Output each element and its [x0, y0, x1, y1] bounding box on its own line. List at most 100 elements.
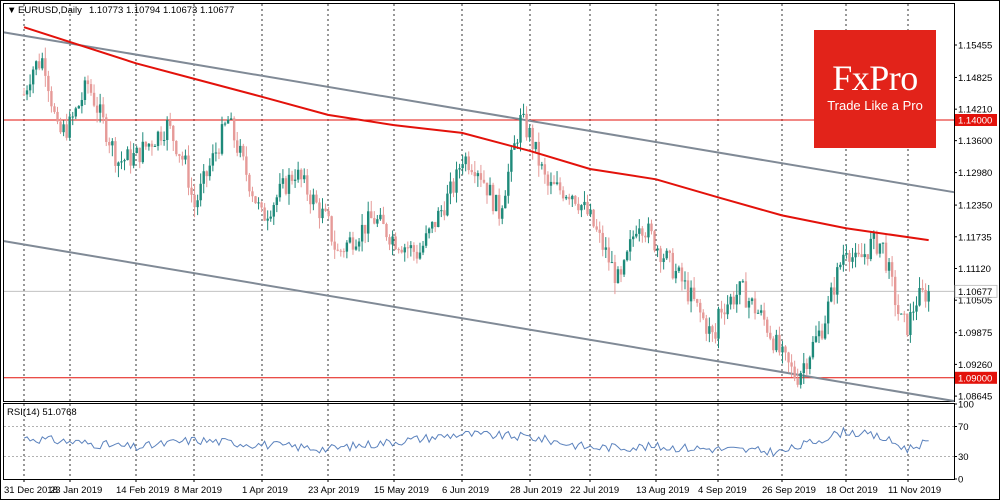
candle-bear — [205, 171, 208, 177]
candle-bull — [208, 165, 212, 177]
candle-bear — [766, 319, 769, 333]
candle-bear — [699, 302, 702, 313]
candle-bull — [735, 294, 738, 305]
candle-bull — [628, 239, 632, 252]
candle-bull — [915, 305, 918, 312]
candle-bull — [257, 202, 260, 204]
candle-bull — [28, 84, 32, 91]
date-tick-label: 1 Apr 2019 — [242, 485, 288, 496]
price-tick-label: 1.14825 — [958, 73, 992, 84]
candle-bull — [293, 179, 297, 181]
candle-bull — [878, 243, 882, 254]
candle-bear — [884, 242, 888, 271]
candle-bull — [202, 171, 205, 184]
candle-bear — [254, 196, 257, 204]
candle-bull — [625, 251, 629, 261]
fxpro-logo: FxPro Trade Like a Pro — [814, 30, 936, 148]
candle-bull — [34, 61, 38, 70]
candle-bear — [592, 209, 595, 227]
candle-bear — [333, 241, 336, 250]
date-tick-label: 31 Dec 2018 — [4, 485, 58, 496]
candle-bull — [555, 182, 559, 185]
candle-bull — [726, 304, 729, 315]
candle-bear — [473, 172, 477, 177]
candle-bear — [351, 237, 355, 250]
candle-bull — [540, 164, 544, 166]
candle-bear — [434, 221, 437, 227]
date-tick-label: 28 Jun 2019 — [510, 485, 562, 496]
candle-bull — [446, 193, 449, 216]
candle-bear — [105, 117, 108, 142]
candle-bear — [190, 187, 193, 195]
candle-bull — [354, 246, 358, 250]
candle-bear — [172, 125, 175, 141]
candle-bear — [695, 299, 699, 303]
trend-channel — [3, 31, 955, 402]
moving-average — [23, 26, 929, 242]
candle-bull — [135, 147, 138, 154]
price-tick-label: 1.12350 — [958, 201, 992, 212]
candle-bear — [415, 251, 419, 259]
candle-bear — [875, 232, 879, 254]
candle-bear — [187, 155, 190, 188]
candle-bull — [510, 149, 513, 172]
candle-bull — [912, 311, 915, 313]
candle-bull — [275, 197, 279, 206]
candle-bear — [778, 334, 781, 353]
candle-bull — [522, 113, 525, 115]
candle-bear — [595, 226, 598, 230]
candle-bear — [784, 346, 787, 353]
horizontal-levels: 1.14000 1.09000 — [4, 114, 997, 384]
candle-bull — [220, 124, 224, 154]
candle-bull — [622, 260, 626, 275]
candle-bear — [260, 202, 263, 208]
date-tick-label: 23 Jan 2019 — [50, 485, 102, 496]
current-price-tag-label: 1.10677 — [958, 287, 992, 298]
candle-bear — [668, 250, 671, 253]
candle-bear — [284, 178, 288, 194]
candle-bear — [193, 194, 196, 208]
candle-bear — [467, 156, 470, 171]
candle-bull — [211, 153, 215, 166]
candle-bull — [403, 247, 406, 253]
candle-bear — [531, 127, 534, 150]
candle-bull — [708, 326, 711, 334]
candle-bear — [138, 147, 141, 163]
candle-bull — [199, 183, 202, 201]
candle-bull — [689, 287, 693, 302]
grid — [4, 4, 954, 479]
candle-bull — [455, 169, 458, 193]
price-tick-label: 1.08645 — [958, 392, 992, 403]
candle-bull — [391, 236, 394, 245]
candle-bear — [714, 332, 717, 339]
candle-bull — [662, 258, 665, 263]
candle-bear — [385, 223, 388, 238]
rsi-tick-label: 30 — [958, 452, 969, 463]
candle-bull — [71, 116, 74, 118]
candle-bull — [677, 267, 681, 271]
candle-bull — [808, 357, 812, 369]
header-menu-arrow[interactable]: ▼ — [7, 5, 16, 16]
candle-bull — [312, 194, 315, 205]
candle-bear — [108, 141, 111, 146]
candle-bear — [388, 237, 391, 245]
candle-bull — [476, 173, 480, 177]
candle-bull — [376, 219, 379, 224]
logo-tagline: Trade Like a Pro — [827, 98, 923, 113]
candle-bear — [342, 251, 346, 253]
candle-bull — [610, 262, 614, 264]
candle-bear — [692, 287, 696, 300]
candle-bear — [787, 352, 790, 363]
candle-bull — [488, 184, 492, 196]
candle-bull — [437, 210, 440, 227]
current-price-tag — [954, 284, 998, 298]
candle-bull — [83, 80, 87, 100]
candle-bull — [589, 209, 592, 215]
candle-bull — [781, 346, 784, 353]
candle-bear — [236, 140, 239, 153]
rsi-label: RSI(14) 51.0768 — [7, 407, 77, 418]
candle-bull — [156, 131, 160, 146]
candle-bull — [583, 201, 586, 206]
